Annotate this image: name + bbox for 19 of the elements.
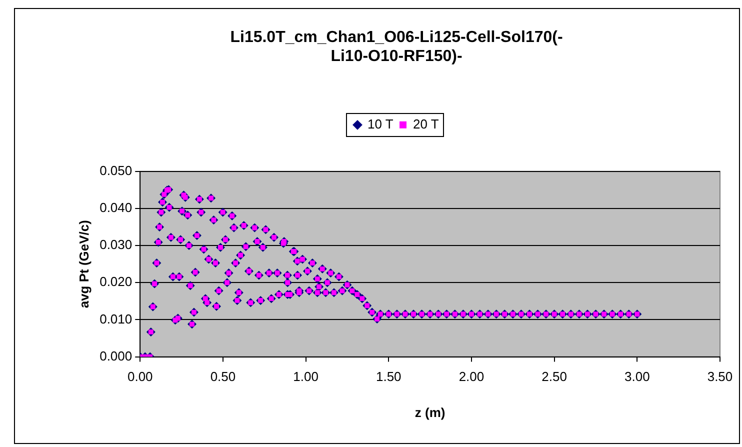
y-tick-label: 0.010 xyxy=(100,311,132,326)
x-tick-label: 0.00 xyxy=(127,369,153,384)
x-tick-label: 1.00 xyxy=(293,369,318,384)
x-tick-label: 3.00 xyxy=(624,369,650,384)
x-tick-label: 0.50 xyxy=(210,369,236,384)
y-tick-label: 0.030 xyxy=(100,237,132,252)
x-tick-label: 3.50 xyxy=(707,369,733,384)
chart-title: Li15.0T_cm_Chan1_O06-Li125-Cell-Sol170(-Li10-O10-RF150)- xyxy=(230,29,563,66)
y-tick-label: 0.000 xyxy=(100,348,132,364)
y-tick-label: 0.040 xyxy=(100,200,132,216)
y-tick-label: 0.020 xyxy=(100,274,132,290)
legend-label: 20 T xyxy=(413,116,439,132)
x-tick-label: 2.00 xyxy=(458,369,484,384)
x-axis-title: z (m) xyxy=(414,404,446,420)
x-tick-label: 1.50 xyxy=(376,369,402,384)
legend-label: 10 T xyxy=(367,116,394,132)
y-axis-title: avg Pt (GeV/c) xyxy=(76,220,92,308)
x-tick-label: 2.50 xyxy=(542,369,567,384)
y-tick-label: 0.050 xyxy=(100,162,132,178)
